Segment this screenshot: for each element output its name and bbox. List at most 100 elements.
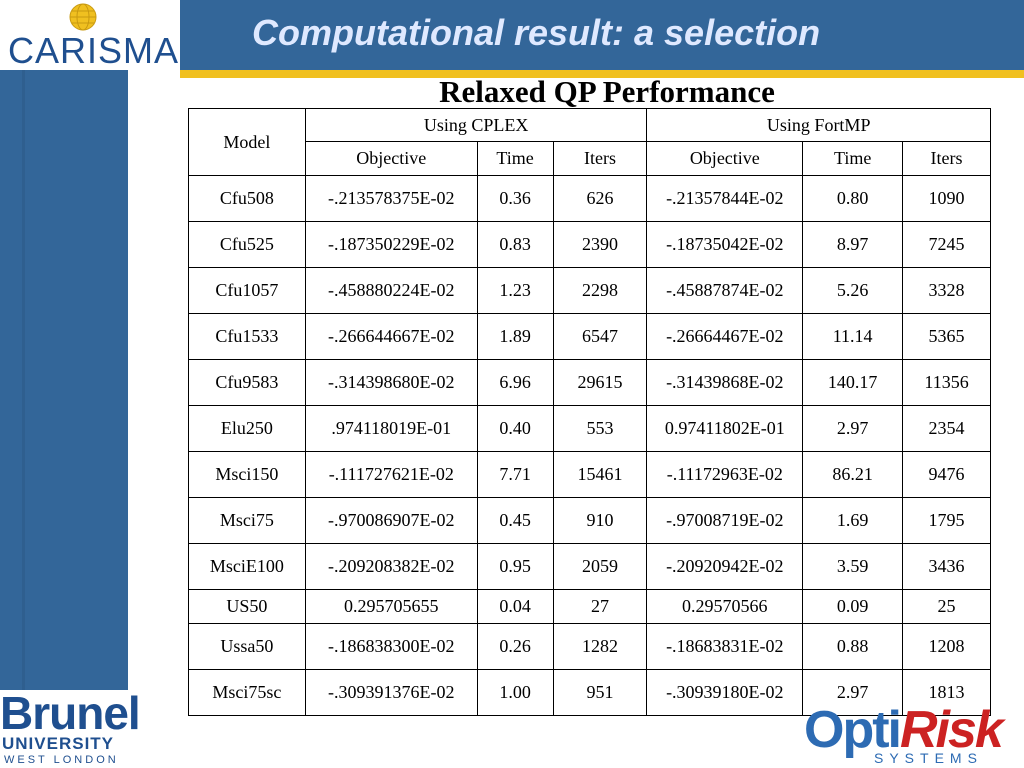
table-cell: -.186838300E-02	[304, 623, 478, 670]
table-cell: -.209208382E-02	[304, 543, 478, 590]
table-cell: 140.17	[802, 359, 904, 406]
model-cell: Cfu1057	[188, 267, 306, 314]
table-cell: -.45887874E-02	[646, 267, 804, 314]
table-cell: 8.97	[802, 221, 904, 268]
table-cell: 0.36	[476, 175, 554, 222]
table-cell: 951	[552, 669, 648, 716]
table-cell: 11356	[902, 359, 991, 406]
table-cell: 2390	[552, 221, 648, 268]
fortmp-group-header: Using FortMP	[646, 108, 991, 142]
table-title: Relaxed QP Performance	[439, 74, 775, 109]
table-cell: 2.97	[802, 405, 904, 452]
table-cell: 1282	[552, 623, 648, 670]
column-header: Time	[476, 141, 554, 176]
table-cell: -.20920942E-02	[646, 543, 804, 590]
brunel-logo: Brunel UNIVERSITY WEST LONDON	[0, 686, 141, 768]
model-cell: US50	[188, 589, 306, 624]
table-cell: 3.59	[802, 543, 904, 590]
table-cell: 0.04	[476, 589, 554, 624]
table-cell: 1208	[902, 623, 991, 670]
table-cell: -.266644667E-02	[304, 313, 478, 360]
table-row: Cfu1533 -.266644667E-02 1.89 6547 -.26664467…	[188, 313, 991, 360]
header-accent-line	[180, 70, 1024, 78]
model-cell: Cfu9583	[188, 359, 306, 406]
table-row: Elu250.974118019E-01 0.40 553 0.97411802E-0…	[188, 405, 991, 452]
table-cell: 7245	[902, 221, 991, 268]
table-cell: -.26664467E-02	[646, 313, 804, 360]
column-header: Objective	[304, 141, 478, 176]
table-cell: 2354	[902, 405, 991, 452]
table-cell: 0.26	[476, 623, 554, 670]
table-cell: -.309391376E-02	[304, 669, 478, 716]
table-cell: 11.14	[802, 313, 904, 360]
table-cell: 1.69	[802, 497, 904, 544]
model-cell: Cfu508	[188, 175, 306, 222]
table-row: Ussa50 -.186838300E-02 0.26 1282 -.18683831E…	[188, 623, 991, 670]
table-cell: 6.96	[476, 359, 554, 406]
table-cell: -.18683831E-02	[646, 623, 804, 670]
table-cell: 86.21	[802, 451, 904, 498]
table-cell: 6547	[552, 313, 648, 360]
column-header: Time	[802, 141, 904, 176]
table-cell: 25	[902, 589, 991, 624]
optirisk-logo-systems: SYSTEMS	[874, 750, 983, 766]
table-cell: 910	[552, 497, 648, 544]
table-cell: 1090	[902, 175, 991, 222]
table-group-header-row: Model Using CPLEX Using FortMP	[188, 108, 991, 176]
table-cell: 5.26	[802, 267, 904, 314]
table-cell: 0.80	[802, 175, 904, 222]
table-cell: 5365	[902, 313, 991, 360]
model-cell: Msci75	[188, 497, 306, 544]
performance-table: Model Using CPLEX Using FortMP Objective…	[188, 108, 991, 716]
model-cell: Elu250	[188, 405, 306, 452]
table-cell: -.97008719E-02	[646, 497, 804, 544]
table-cell: -.30939180E-02	[646, 669, 804, 716]
table-cell: .974118019E-01	[304, 405, 478, 452]
table-row: MsciE100 -.209208382E-02 0.95 2059 -.2092094…	[188, 543, 991, 590]
model-cell: Msci150	[188, 451, 306, 498]
table-cell: 2.97	[802, 669, 904, 716]
table-cell: 1.89	[476, 313, 554, 360]
table-cell: -.11172963E-02	[646, 451, 804, 498]
table-row: Msci75sc -.309391376E-02 1.00 951 -.30939180…	[188, 669, 991, 716]
table-cell: 626	[552, 175, 648, 222]
table-cell: -.21357844E-02	[646, 175, 804, 222]
model-header: Model	[188, 108, 306, 176]
brunel-logo-university: UNIVERSITY	[2, 734, 115, 753]
model-cell: Cfu525	[188, 221, 306, 268]
table-cell: 7.71	[476, 451, 554, 498]
left-band	[0, 0, 128, 690]
table-cell: 2298	[552, 267, 648, 314]
table-cell: 15461	[552, 451, 648, 498]
carisma-logo-text: CARISMA	[8, 30, 180, 71]
table-row: Msci75 -.970086907E-02 0.45 910 -.97008719E-…	[188, 497, 991, 544]
table-cell: 0.40	[476, 405, 554, 452]
optirisk-logo-risk: Risk	[899, 701, 1004, 759]
table-row: Msci150 -.111727621E-02 7.71 15461 -.1117296…	[188, 451, 991, 498]
table-cell: -.187350229E-02	[304, 221, 478, 268]
table-row: Cfu508 -.213578375E-02 0.36 626 -.21357844E-…	[188, 175, 991, 222]
table-row: Cfu525 -.187350229E-02 0.83 2390 -.18735042E…	[188, 221, 991, 268]
table-cell: -.18735042E-02	[646, 221, 804, 268]
table-cell: -.970086907E-02	[304, 497, 478, 544]
table-cell: 1795	[902, 497, 991, 544]
table-cell: 1813	[902, 669, 991, 716]
table-cell: 553	[552, 405, 648, 452]
table-cell: -.111727621E-02	[304, 451, 478, 498]
table-cell: 0.295705655	[304, 589, 478, 624]
table-cell: 0.09	[802, 589, 904, 624]
table-cell: 1.23	[476, 267, 554, 314]
table-cell: -.314398680E-02	[304, 359, 478, 406]
table-cell: 2059	[552, 543, 648, 590]
optirisk-logo-opti: Opti	[804, 701, 902, 759]
table-cell: 0.45	[476, 497, 554, 544]
column-header: Iters	[902, 141, 991, 176]
column-header: Objective	[646, 141, 804, 176]
column-header: Iters	[552, 141, 648, 176]
table-body: Cfu508 -.213578375E-02 0.36 626 -.21357844E-…	[188, 175, 991, 716]
model-cell: Ussa50	[188, 623, 306, 670]
model-cell: MsciE100	[188, 543, 306, 590]
table-cell: 1.00	[476, 669, 554, 716]
table-cell: 3328	[902, 267, 991, 314]
slide-title: Computational result: a selection	[252, 12, 821, 53]
